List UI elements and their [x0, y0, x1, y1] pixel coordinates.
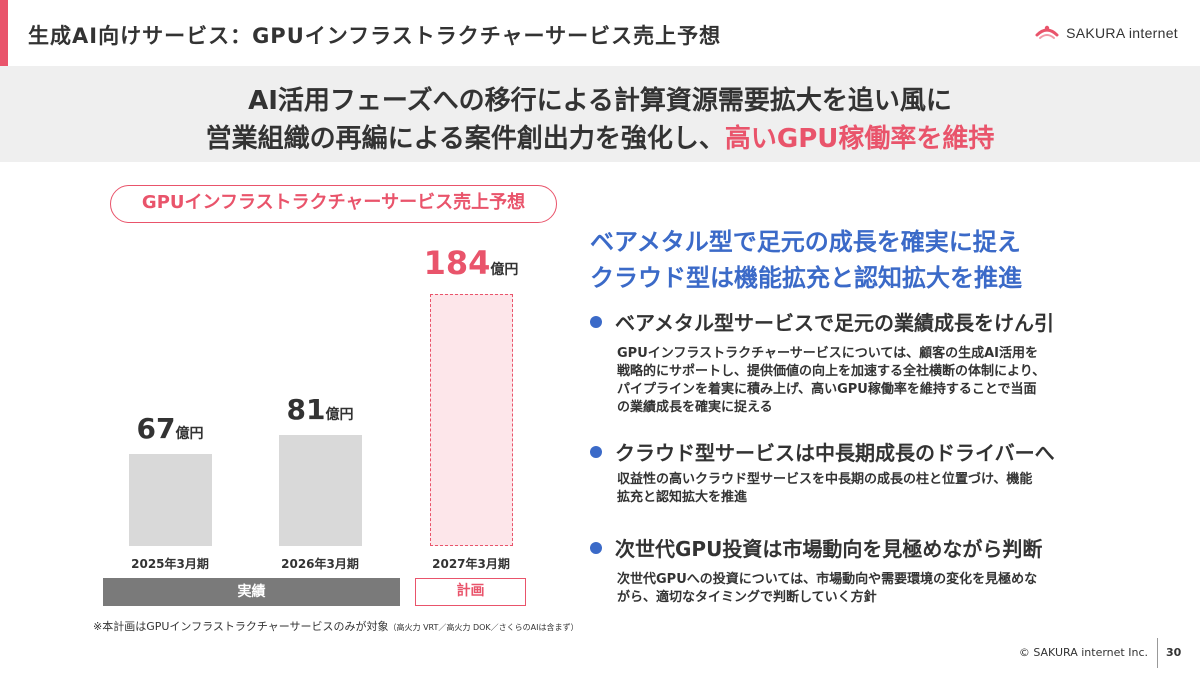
- footnote-main: ※本計画はGPUインフラストラクチャーサービスのみが対象: [93, 620, 389, 633]
- bullet-1-body: GPUインフラストラクチャーサービスについては、顧客の生成AI活用を 戦略的にサ…: [617, 345, 1137, 417]
- banner-line-2: 営業組織の再編による案件創出力を強化し、高いGPU稼働率を維持: [0, 118, 1200, 155]
- bullet-3-body: 次世代GPUへの投資については、市場動向や需要環境の変化を見極めな がら、適切な…: [617, 571, 1137, 607]
- bullet-2-title: クラウド型サービスは中長期成長のドライバーへ: [615, 441, 1055, 465]
- copyright: © SAKURA internet Inc.: [1018, 646, 1148, 659]
- bullet-2-line: 拡充と認知拡大を推進: [617, 490, 748, 505]
- footnote-small: （高火力 VRT／高火力 DOK／さくらのAIは含まず）: [388, 623, 579, 632]
- summary-banner: AI活用フェーズへの移行による計算資源需要拡大を追い風に 営業組織の再編による案…: [0, 66, 1200, 162]
- bullet-dot-icon: [590, 445, 602, 458]
- headline-line-1: ベアメタル型で足元の成長を確実に捉え: [590, 228, 1021, 256]
- category-label: 2026年3月期: [281, 557, 359, 571]
- banner-line-2-prefix: 営業組織の再編による案件創出力を強化し、: [205, 124, 725, 154]
- header-bar: 生成AI向けサービス：GPUインフラストラクチャーサービス売上予想 SAKURA…: [0, 0, 1200, 66]
- page-title: 生成AI向けサービス：GPUインフラストラクチャーサービス売上予想: [28, 24, 722, 48]
- bullet-1-line: の業績成長を確実に捉える: [617, 400, 773, 415]
- bullet-2: クラウド型サービスは中長期成長のドライバーへ: [590, 437, 1055, 466]
- chart-title: GPUインフラストラクチャーサービス売上予想: [110, 185, 557, 223]
- bar-value-label: 81億円: [240, 393, 400, 426]
- footer-divider: [1157, 638, 1158, 668]
- bar-value-number: 81: [286, 393, 326, 427]
- phase-label-plan: 計画: [415, 578, 526, 606]
- bullet-dot-icon: [590, 315, 602, 328]
- header-accent: [0, 0, 8, 66]
- bar-value-label: 184億円: [391, 244, 551, 282]
- bullet-3-line: 次世代GPUへの投資については、市場動向や需要環境の変化を見極めな: [617, 572, 1038, 587]
- bar-value-unit: 億円: [325, 407, 354, 424]
- bar-value-unit: 億円: [490, 261, 519, 278]
- company-logo: SAKURA internet: [1034, 20, 1178, 46]
- bullet-3: 次世代GPU投資は市場動向を見極めながら判断: [590, 533, 1042, 562]
- bullet-2-body: 収益性の高いクラウド型サービスを中長期の成長の柱と位置づけ、機能 拡充と認知拡大…: [617, 471, 1137, 507]
- page-number: 30: [1166, 646, 1182, 659]
- bar-actual: [278, 435, 362, 546]
- banner-highlight: 高いGPU稼働率を維持: [724, 124, 995, 154]
- logo-text: SAKURA internet: [1066, 25, 1178, 41]
- bullet-1-title: ベアメタル型サービスで足元の業績成長をけん引: [615, 311, 1054, 335]
- bullet-1-line: GPUインフラストラクチャーサービスについては、顧客の生成AI活用を: [617, 346, 1038, 361]
- bullet-3-line: がら、適切なタイミングで判断していく方針: [617, 590, 877, 605]
- bar-actual: [128, 454, 212, 546]
- bar-value-number: 67: [136, 412, 176, 446]
- bullet-dot-icon: [590, 541, 602, 554]
- bar-value-label: 67億円: [90, 412, 250, 445]
- bullet-1: ベアメタル型サービスで足元の業績成長をけん引: [590, 307, 1054, 336]
- bullet-1-line: 戦略的にサポートし、提供価値の向上を加速する全社横断の体制により、: [617, 364, 1046, 379]
- bar-plan: [429, 293, 513, 546]
- headline-line-2: クラウド型は機能拡充と認知拡大を推進: [590, 264, 1022, 292]
- bullet-3-title: 次世代GPU投資は市場動向を見極めながら判断: [615, 537, 1043, 561]
- bullet-1-line: パイプラインを着実に積み上げ、高いGPU稼働率を維持することで当面: [617, 382, 1037, 397]
- sakura-logo-icon: [1035, 25, 1059, 39]
- bullet-2-line: 収益性の高いクラウド型サービスを中長期の成長の柱と位置づけ、機能: [617, 472, 1033, 487]
- phase-label-actual: 実績: [103, 578, 400, 606]
- banner-line-1: AI活用フェーズへの移行による計算資源需要拡大を追い風に: [248, 86, 952, 116]
- bar-value-number: 184: [423, 243, 491, 282]
- category-label: 2025年3月期: [131, 557, 209, 571]
- bar-value-unit: 億円: [175, 426, 204, 443]
- category-label: 2027年3月期: [432, 557, 510, 571]
- chart-footnote: ※本計画はGPUインフラストラクチャーサービスのみが対象（高火力 VRT／高火力…: [93, 618, 579, 634]
